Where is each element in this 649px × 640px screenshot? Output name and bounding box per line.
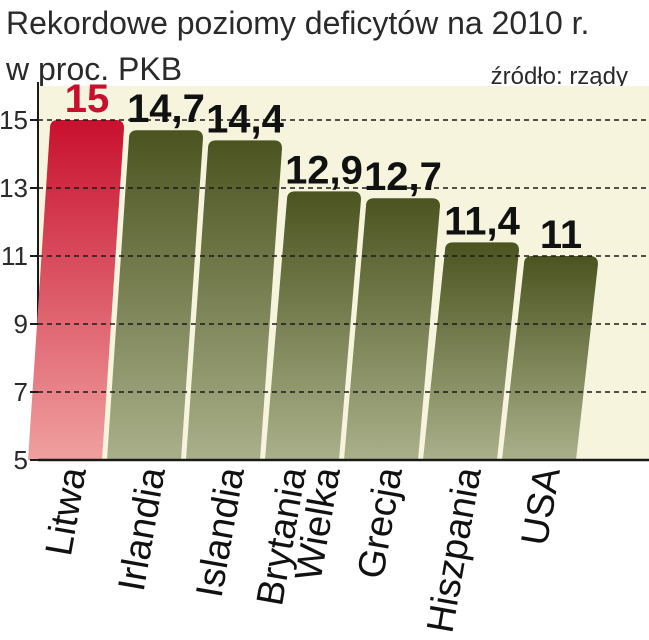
plot-area: 5 7 9 11 13 15 15 14,7 14,412,9 12,711,4 11 Litwa Ir… xyxy=(0,77,649,636)
bar-hiszpania xyxy=(423,242,519,460)
chart-source: źródło: rządy xyxy=(491,63,628,90)
value-label: 11,4 xyxy=(444,199,520,243)
x-tick-label: USA xyxy=(514,464,569,549)
x-tick-label: Irlandia xyxy=(111,463,174,594)
value-label: 15 xyxy=(65,77,110,121)
x-tick-label-usa: USA xyxy=(514,464,569,549)
x-tick-label: Grecja xyxy=(350,463,411,581)
value-label: 12,7 xyxy=(364,155,442,199)
y-tick-label: 15 xyxy=(0,105,28,135)
bar-litwa xyxy=(28,120,124,460)
x-tick-label-islandia: Islandia xyxy=(189,463,253,600)
bar-grecja xyxy=(344,198,440,460)
y-tick-label: 11 xyxy=(1,241,28,271)
y-tick-label: 13 xyxy=(0,173,28,203)
value-label: 14,7 xyxy=(127,87,205,131)
y-tick-label: 9 xyxy=(14,309,28,339)
y-tick-label: 7 xyxy=(14,377,28,407)
value-label: 14,4 xyxy=(206,97,285,141)
bar-usa xyxy=(502,256,598,460)
chart-title: Rekordowe poziomy deficytów na 2010 r. xyxy=(6,5,589,41)
x-tick-label-grecja: Grecja xyxy=(350,463,411,581)
x-tick-label-irlandia: Irlandia xyxy=(111,463,174,594)
chart-subtitle: w proc. PKB xyxy=(5,51,182,87)
x-tick-label: Litwa xyxy=(38,463,95,559)
bar-irlandia xyxy=(107,130,203,460)
bar-islandia xyxy=(186,140,282,460)
y-tick-label: 5 xyxy=(14,445,28,475)
value-label: 11 xyxy=(540,213,582,257)
value-label: 12,9 xyxy=(285,148,363,192)
x-tick-label: Hiszpania xyxy=(420,463,490,635)
x-tick-label-litwa: Litwa xyxy=(38,463,95,559)
x-tick-label-hiszpania: Hiszpania xyxy=(420,463,490,635)
x-tick-label: Islandia xyxy=(189,463,253,600)
bar-wielka-brytania xyxy=(265,191,361,460)
